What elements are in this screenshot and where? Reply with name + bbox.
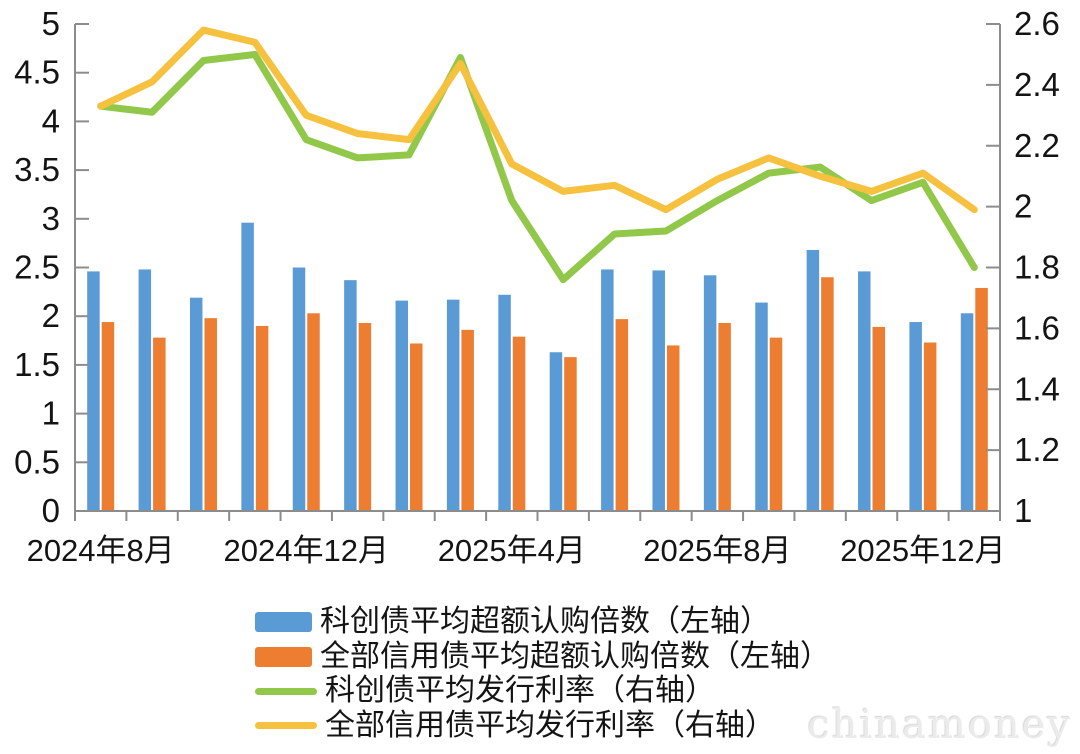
- right-axis-tick-label: 1.6: [1014, 309, 1060, 346]
- right-axis-tick-label: 1.8: [1014, 249, 1060, 286]
- chart-legend: 科创债平均超额认购倍数（左轴） 全部信用债平均超额认购倍数（左轴） 科创债平均发…: [255, 605, 830, 743]
- x-axis-tick-label: 2024年12月: [224, 533, 389, 568]
- bar-all-credit-oversubscription: [872, 326, 886, 511]
- legend-item-all-credit-bond-issue-rate: 全部信用债平均发行利率（右轴）: [255, 709, 830, 744]
- x-axis-tick-label: 2024年8月: [27, 533, 175, 568]
- bar-scitech-oversubscription: [292, 267, 306, 511]
- right-axis-tick-label: 2.2: [1014, 127, 1060, 164]
- x-axis-tick-label: 2025年12月: [840, 533, 1005, 568]
- left-axis-tick-label: 4: [42, 102, 60, 139]
- left-axis-tick-label: 3.5: [14, 151, 60, 188]
- bar-all-credit-oversubscription: [615, 319, 629, 511]
- left-axis-tick-label: 5: [42, 5, 60, 42]
- legend-swatch-yellow-line: [255, 722, 317, 730]
- legend-item-scitech-bond-oversubscription: 科创债平均超额认购倍数（左轴）: [255, 605, 830, 640]
- bar-scitech-oversubscription: [652, 270, 665, 511]
- bar-scitech-oversubscription: [960, 313, 974, 511]
- left-axis-tick-label: 0: [42, 492, 60, 529]
- bar-all-credit-oversubscription: [666, 345, 680, 511]
- bar-scitech-oversubscription: [241, 222, 254, 512]
- bar-all-credit-oversubscription: [718, 323, 731, 511]
- legend-swatch-blue-bar: [255, 612, 312, 633]
- right-axis-tick-label: 2: [1014, 188, 1032, 225]
- bar-all-credit-oversubscription: [307, 313, 320, 511]
- right-axis-tick-label: 2.6: [1014, 5, 1060, 42]
- watermark-chinamoney: chinamoney: [807, 702, 1072, 748]
- bar-scitech-oversubscription: [395, 300, 409, 511]
- line-scitech-issue-rate: [97, 50, 978, 284]
- bar-all-credit-oversubscription: [821, 277, 834, 511]
- bar-all-credit-oversubscription: [410, 343, 423, 511]
- bar-all-credit-oversubscription: [101, 322, 115, 511]
- bar-scitech-oversubscription: [549, 352, 563, 511]
- bar-scitech-oversubscription: [344, 280, 357, 511]
- bar-all-credit-oversubscription: [564, 357, 577, 511]
- legend-swatch-green-line: [255, 687, 317, 695]
- left-axis-tick-label: 4.5: [14, 54, 60, 91]
- bar-scitech-oversubscription: [858, 271, 871, 511]
- x-axis-tick-label: 2025年4月: [438, 533, 586, 568]
- right-axis-tick-label: 1: [1014, 492, 1032, 529]
- bar-scitech-oversubscription: [189, 297, 203, 511]
- bar-all-credit-oversubscription: [255, 325, 269, 511]
- legend-item-scitech-bond-issue-rate: 科创债平均发行利率（右轴）: [255, 674, 830, 709]
- legend-swatch-orange-bar: [255, 646, 312, 667]
- legend-label-all-credit-bond-issue-rate: 全部信用债平均发行利率（右轴）: [325, 708, 775, 742]
- bar-all-credit-oversubscription: [461, 329, 474, 511]
- bar-scitech-oversubscription: [138, 269, 152, 511]
- bar-scitech-oversubscription: [806, 249, 820, 511]
- line-all-credit-issue-rate: [97, 26, 978, 214]
- left-axis-tick-label: 2: [42, 297, 60, 334]
- left-axis-tick-label: 1: [42, 395, 60, 432]
- legend-label-scitech-bond-oversubscription: 科创债平均超额认购倍数（左轴）: [320, 605, 770, 639]
- right-axis-tick-label: 2.4: [1014, 66, 1060, 103]
- x-axis-tick-label: 2025年8月: [643, 533, 791, 568]
- bar-scitech-oversubscription: [755, 302, 768, 511]
- legend-item-all-credit-bond-oversubscription: 全部信用债平均超额认购倍数（左轴）: [255, 640, 830, 675]
- bar-all-credit-oversubscription: [358, 323, 372, 511]
- bar-scitech-oversubscription: [87, 271, 100, 511]
- right-axis-tick-label: 1.2: [1014, 431, 1060, 468]
- bar-all-credit-oversubscription: [153, 337, 166, 511]
- left-axis-tick-label: 2.5: [14, 249, 60, 286]
- bar-all-credit-oversubscription: [204, 318, 217, 511]
- left-axis-tick-label: 0.5: [14, 443, 60, 480]
- left-axis-tick-label: 1.5: [14, 346, 60, 383]
- combo-chart-plot: 5 4.5 4 3.5 3 2.5 2 1.5 1 0.5 0 2.6 2.4 2.2 2 1.8 1.6 1.4…: [14, 5, 1060, 568]
- legend-label-scitech-bond-issue-rate: 科创债平均发行利率（右轴）: [325, 674, 715, 708]
- bar-all-credit-oversubscription: [923, 342, 937, 511]
- left-axis-tick-label: 3: [42, 200, 60, 237]
- bar-all-credit-oversubscription: [975, 287, 988, 511]
- bar-scitech-oversubscription: [909, 322, 922, 511]
- bar-scitech-oversubscription: [498, 294, 511, 511]
- right-axis-tick-label: 1.4: [1014, 370, 1060, 407]
- bar-all-credit-oversubscription: [769, 337, 783, 511]
- legend-label-all-credit-bond-oversubscription: 全部信用债平均超额认购倍数（左轴）: [320, 639, 830, 673]
- bar-scitech-oversubscription: [446, 299, 460, 511]
- bar-all-credit-oversubscription: [512, 336, 526, 511]
- bar-scitech-oversubscription: [601, 269, 614, 511]
- bar-scitech-oversubscription: [703, 275, 717, 511]
